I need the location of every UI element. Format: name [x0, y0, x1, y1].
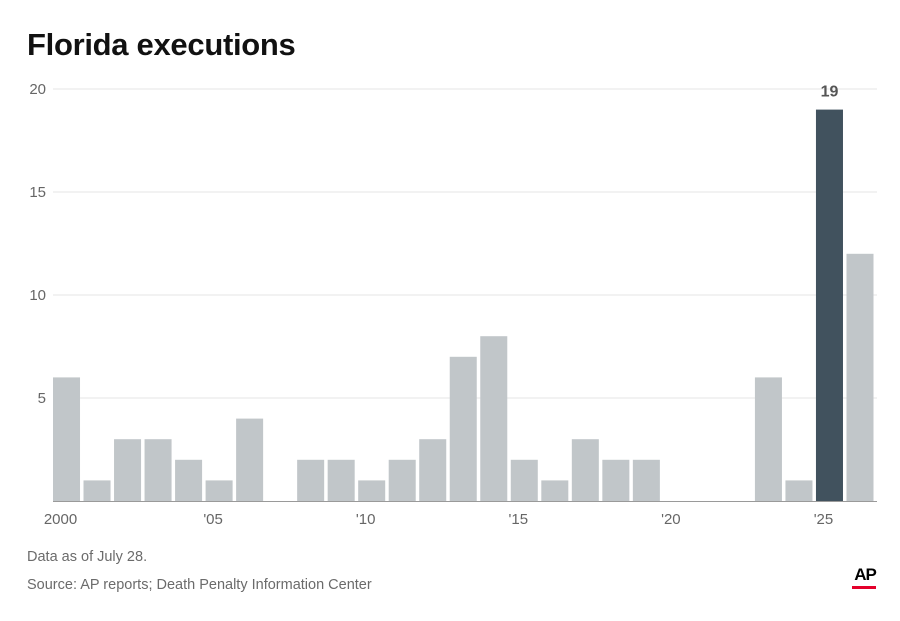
- bar-2011: [388, 459, 416, 501]
- data-note: Data as of July 28.: [27, 549, 148, 565]
- x-tick-label-2010: '10: [356, 511, 376, 528]
- bar-2017: [571, 439, 599, 501]
- x-tick-label-2000: 2000: [44, 511, 77, 528]
- bar-2000: [53, 377, 81, 501]
- x-tick-label-2005: '05: [203, 511, 223, 528]
- bar-2015: [510, 459, 538, 501]
- bar-2002: [114, 439, 142, 501]
- x-tick-label-2020: '20: [661, 511, 681, 528]
- bar-2001: [83, 480, 111, 501]
- y-tick-label-10: 10: [29, 287, 46, 304]
- bar-2019: [632, 459, 660, 501]
- bar-2012: [419, 439, 447, 501]
- bar-2016: [541, 480, 569, 501]
- chart-title: Florida executions: [27, 27, 296, 62]
- bar-2003: [144, 439, 172, 501]
- bar-2023: [754, 377, 782, 501]
- source-note: Source: AP reports; Death Penalty Inform…: [27, 577, 372, 593]
- bar-2004: [175, 459, 203, 501]
- y-tick-label-15: 15: [29, 184, 46, 201]
- ap-logo: AP: [852, 566, 878, 589]
- bar-2010: [358, 480, 386, 501]
- bar-2009: [327, 459, 355, 501]
- data-label-2025: 19: [821, 84, 839, 101]
- bar-2008: [297, 459, 325, 501]
- bar-2006: [236, 418, 264, 501]
- y-tick-label-5: 5: [38, 390, 46, 407]
- x-tick-label-2015: '15: [509, 511, 529, 528]
- x-tick-label-2025: '25: [814, 511, 834, 528]
- bar-2005: [205, 480, 233, 501]
- ap-logo-text: AP: [854, 565, 877, 584]
- ap-logo-underline: [852, 586, 876, 589]
- bar-2026: [846, 253, 874, 501]
- bar-2018: [602, 459, 630, 501]
- y-tick-label-20: 20: [29, 81, 46, 98]
- bar-2025: [815, 109, 843, 501]
- bar-2014: [480, 336, 508, 501]
- bar-2013: [449, 356, 477, 501]
- bar-2024: [785, 480, 813, 501]
